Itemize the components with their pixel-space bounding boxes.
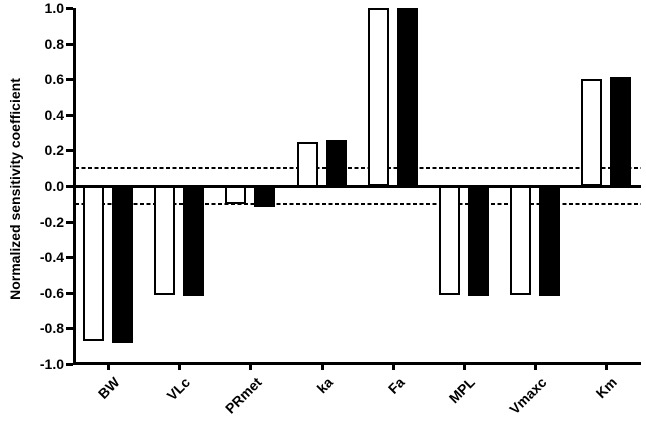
y-axis-tick-label: -1.0 bbox=[39, 356, 64, 372]
y-axis-tick bbox=[66, 113, 73, 117]
x-axis-line bbox=[73, 362, 641, 365]
x-axis-tick bbox=[106, 364, 110, 370]
x-axis-tick-label: PRmet bbox=[221, 374, 265, 417]
bar-open-bars-Fa bbox=[368, 8, 389, 186]
x-axis-tick bbox=[462, 364, 466, 370]
y-axis-tick bbox=[66, 184, 73, 188]
y-axis-tick-label: 0.8 bbox=[44, 36, 64, 52]
bar-open-bars-VLc bbox=[154, 186, 175, 295]
bar-filled-bars-MPL bbox=[468, 186, 489, 296]
y-axis-tick-label: 0.6 bbox=[44, 71, 64, 87]
y-axis-tick bbox=[66, 148, 73, 152]
y-axis-tick bbox=[66, 291, 73, 295]
y-axis-tick-label: -0.4 bbox=[39, 249, 64, 265]
bar-filled-bars-Fa bbox=[397, 8, 418, 186]
y-axis-tick bbox=[66, 77, 73, 81]
y-axis-tick-label: 1.0 bbox=[44, 0, 64, 16]
y-axis-tick bbox=[66, 326, 73, 330]
x-axis-tick bbox=[604, 364, 608, 370]
bar-open-bars-ka bbox=[297, 142, 318, 187]
x-axis-tick-label: ka bbox=[313, 374, 337, 397]
bar-open-bars-MPL bbox=[439, 186, 460, 295]
y-axis-tick bbox=[66, 362, 73, 366]
bar-open-bars-PRmet bbox=[225, 186, 246, 204]
y-axis-tick-label: 0.4 bbox=[44, 107, 64, 123]
bar-filled-bars-VLc bbox=[183, 186, 204, 296]
x-axis-tick bbox=[248, 364, 252, 370]
zero-line bbox=[74, 184, 641, 188]
y-axis-tick bbox=[66, 42, 73, 46]
y-axis-tick bbox=[66, 6, 73, 10]
y-axis-tick bbox=[66, 255, 73, 259]
x-axis-tick-label: BW bbox=[94, 374, 123, 402]
bar-filled-bars-ka bbox=[326, 140, 347, 186]
y-axis-tick bbox=[66, 220, 73, 224]
x-axis-tick bbox=[177, 364, 181, 370]
bar-open-bars-Vmaxc bbox=[510, 186, 531, 295]
y-axis-tick-label: 0.2 bbox=[44, 142, 64, 158]
x-axis-tick bbox=[533, 364, 537, 370]
x-axis-tick bbox=[391, 364, 395, 370]
bar-filled-bars-Vmaxc bbox=[539, 186, 560, 296]
reference-line bbox=[75, 167, 641, 169]
x-axis-tick-label: Vmaxc bbox=[506, 374, 550, 418]
reference-line bbox=[75, 203, 641, 205]
x-axis-tick-label: Km bbox=[593, 374, 621, 402]
bar-open-bars-BW bbox=[83, 186, 104, 341]
bar-filled-bars-Km bbox=[610, 77, 631, 186]
y-axis-tick-label: -0.6 bbox=[39, 285, 64, 301]
x-axis-tick bbox=[320, 364, 324, 370]
y-axis-tick-label: -0.8 bbox=[39, 320, 64, 336]
y-axis-tick-label: 0.0 bbox=[44, 178, 64, 194]
x-axis-tick-label: VLc bbox=[163, 374, 194, 404]
bar-filled-bars-PRmet bbox=[254, 186, 275, 207]
y-axis-tick-label: -0.2 bbox=[39, 214, 64, 230]
bar-open-bars-Km bbox=[581, 79, 602, 186]
bar-filled-bars-BW bbox=[112, 186, 133, 343]
x-axis-tick-label: Fa bbox=[384, 374, 408, 397]
x-axis-tick-label: MPL bbox=[446, 374, 479, 407]
